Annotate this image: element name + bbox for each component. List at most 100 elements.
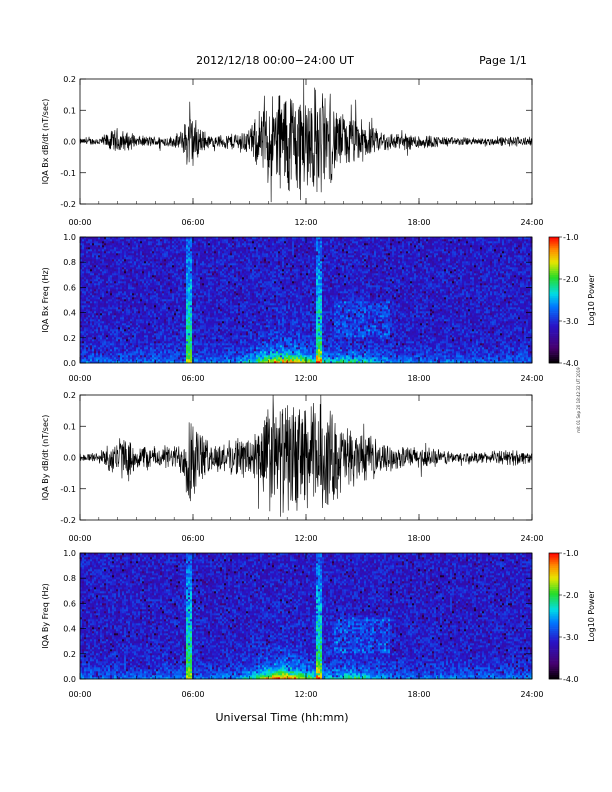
spectrogram-cell (200, 287, 203, 290)
spectrogram-cell (214, 259, 217, 262)
spectrogram-cell (178, 299, 181, 302)
spectrogram-cell (182, 343, 185, 346)
spectrogram-cell (182, 291, 185, 294)
spectrogram-cell (148, 265, 151, 268)
spectrogram-cell (132, 313, 135, 316)
spectrogram-cell (192, 269, 195, 272)
spectrogram-cell (184, 307, 187, 310)
spectrogram-cell (84, 355, 87, 358)
spectrogram-cell (122, 361, 125, 364)
spectrogram-cell (158, 355, 161, 358)
spectrogram-cell (228, 283, 231, 286)
spectrogram-cell (216, 355, 219, 358)
spectrogram-cell (134, 239, 137, 242)
spectrogram-cell (80, 249, 83, 252)
spectrogram-cell (120, 267, 123, 270)
spectrogram-cell (174, 313, 177, 316)
spectrogram-cell (170, 237, 173, 240)
spectrogram-cell (138, 327, 141, 330)
spectrogram-cell (100, 309, 103, 312)
spectrogram-cell (220, 297, 223, 300)
spectrogram-cell (102, 345, 105, 348)
spectrogram-cell (82, 319, 85, 322)
spectrogram-cell (218, 353, 221, 356)
spectrogram-cell (114, 241, 117, 244)
spectrogram-cell (146, 257, 149, 260)
spectrogram-cell (132, 285, 135, 288)
spectrogram-cell (206, 293, 209, 296)
spectrogram-cell (130, 337, 133, 340)
spectrogram-cell (224, 299, 227, 302)
spectrogram-cell (228, 271, 231, 274)
spectrogram-cell (150, 333, 153, 336)
spectrogram-cell (182, 319, 185, 322)
spectrogram-cell (142, 241, 145, 244)
spectrogram-cell (134, 267, 137, 270)
spectrogram-cell (164, 243, 167, 246)
spectrogram-cell (150, 357, 153, 360)
spectrogram-cell (204, 361, 207, 364)
spectrogram-cell (202, 351, 205, 354)
spectrogram-cell (200, 285, 203, 288)
spectrogram-cell (200, 259, 203, 262)
spectrogram-cell (90, 347, 93, 350)
spectrogram-cell (102, 351, 105, 354)
spectrogram-cell (164, 343, 167, 346)
spectrogram-cell (230, 253, 233, 256)
spectrogram-cell (222, 293, 225, 296)
spectrogram-cell (88, 273, 91, 276)
spectrogram-cell (130, 255, 133, 258)
spectrogram-cell (158, 283, 161, 286)
spectrogram-cell (184, 261, 187, 264)
spectrogram-cell (222, 345, 225, 348)
spectrogram-cell (176, 255, 179, 258)
spectrogram-cell (128, 279, 131, 282)
spectrogram-cell (180, 253, 183, 256)
spectrogram-cell (122, 339, 125, 342)
spectrogram-cell (160, 255, 163, 258)
spectrogram-cell (128, 297, 131, 300)
spectrogram-cell (196, 245, 199, 248)
spectrogram-cell (222, 261, 225, 264)
spectrogram-cell (198, 353, 201, 356)
spectrogram-cell (196, 361, 199, 364)
spectrogram-cell (224, 321, 227, 324)
spectrogram-cell (142, 277, 145, 280)
spectrogram-cell (214, 319, 217, 322)
spectrogram-cell (106, 353, 109, 356)
spectrogram-cell (184, 343, 187, 346)
spectrogram-cell (84, 237, 87, 240)
spectrogram-cell (158, 261, 161, 264)
spectrogram-cell (172, 243, 175, 246)
spectrogram-cell (188, 285, 191, 288)
spectrogram-cell (94, 343, 97, 346)
spectrogram-cell (218, 315, 221, 318)
spectrogram-cell (142, 267, 145, 270)
spectrogram-cell (180, 241, 183, 244)
spectrogram-cell (114, 351, 117, 354)
spectrogram-cell (140, 281, 143, 284)
spectrogram-cell (180, 305, 183, 308)
spectrogram-cell (182, 275, 185, 278)
spectrogram-cell (154, 325, 157, 328)
spectrogram-cell (138, 261, 141, 264)
spectrogram-cell (152, 355, 155, 358)
spectrogram-cell (234, 289, 237, 292)
spectrogram-cell (222, 301, 225, 304)
spectrogram-cell (134, 315, 137, 318)
spectrogram-cell (104, 245, 107, 248)
spectrogram-cell (148, 335, 151, 338)
spectrogram-cell (160, 275, 163, 278)
spectrogram-cell (232, 303, 235, 306)
spectrogram-cell (192, 265, 195, 268)
spectrogram-cell (226, 251, 229, 254)
spectrogram-cell (224, 247, 227, 250)
spectrogram-cell (202, 307, 205, 310)
spectrogram-cell (166, 357, 169, 360)
spectrogram-cell (80, 255, 83, 258)
spectrogram-cell (144, 351, 147, 354)
spectrogram-cell (88, 333, 91, 336)
spectrogram-cell (160, 285, 163, 288)
spectrogram-cell (116, 337, 119, 340)
spectrogram-cell (194, 343, 197, 346)
